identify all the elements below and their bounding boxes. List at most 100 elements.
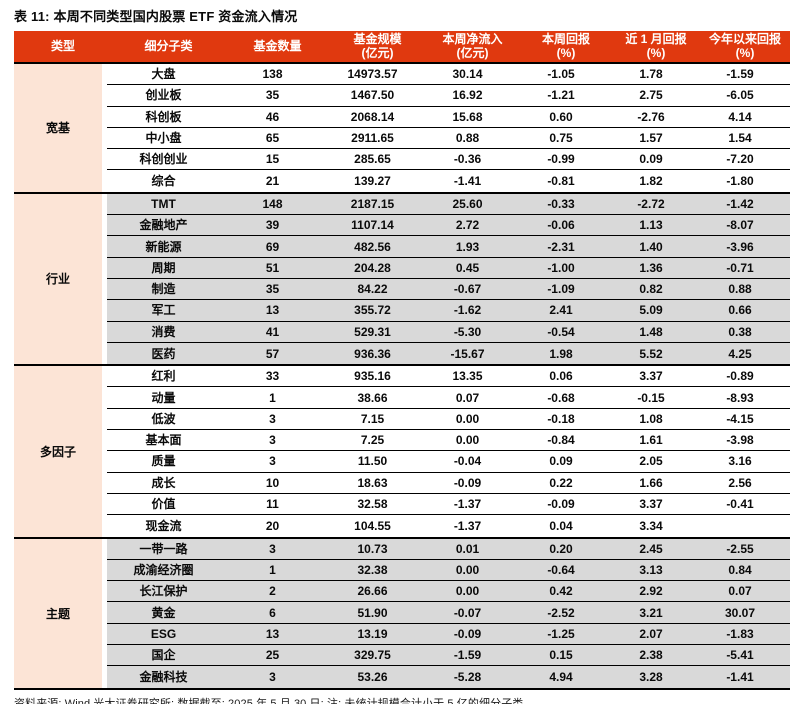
value-cell: -0.15 [637,390,665,405]
value-cell: 1 [269,390,276,405]
column-header-7: 今年以来回报 (%) [708,31,781,60]
value-cell: 0.06 [549,369,573,384]
value-cell: 0.45 [455,260,480,275]
table-row: 现金流 20 104.55 -1.37 0.04 3.34 [107,515,790,536]
column-header-1: 细分子类 [144,38,193,53]
value-cell: 16.92 [452,88,483,103]
value-cell: -8.93 [726,390,754,405]
subcategory-cell: 创业板 [145,88,182,103]
subcategory-cell: 低波 [151,411,176,426]
subcategory-cell: 周期 [151,260,176,275]
subcategory-cell: 一带一路 [139,541,188,556]
value-cell: 0.01 [455,541,480,556]
value-cell: 0.75 [549,131,573,146]
value-cell: -3.98 [726,433,754,448]
section-0: 宽基 大盘 138 14973.57 30.14 -1.05 1.78 -1.59 创业板 35 1… [14,64,790,194]
value-cell: 2 [269,584,276,599]
value-cell: -0.67 [453,282,482,297]
value-cell: -1.62 [453,303,482,318]
value-cell: 41 [265,324,280,339]
value-cell: 2.92 [639,584,663,599]
value-cell: -2.72 [637,196,665,211]
value-cell: 1107.14 [351,218,394,233]
section-1: 行业 TMT 148 2187.15 25.60 -0.33 -2.72 -1.42 金融地产 3… [14,193,790,367]
column-header-2: 基金数量 [253,38,302,53]
value-cell: -6.05 [726,88,754,103]
type-cell: 行业 [14,193,107,365]
value-cell: -0.09 [453,475,482,490]
value-cell: -0.68 [547,390,575,405]
subcategory-cell: 成长 [151,475,176,490]
value-cell: 529.31 [354,324,391,339]
value-cell: -0.89 [726,369,754,384]
value-cell: 3.37 [639,369,663,384]
table-row: 金融地产 39 1107.14 2.72 -0.06 1.13 -8.07 [107,215,790,237]
value-cell: 3 [269,669,276,684]
value-cell: 1 [269,562,276,577]
table-row: 质量 3 11.50 -0.04 0.09 2.05 3.16 [107,451,790,473]
value-cell: -0.54 [547,324,575,339]
value-cell: 3.13 [639,562,663,577]
subcategory-cell: 成渝经济圈 [133,562,194,577]
value-cell: 3 [269,454,276,469]
value-cell: 0.66 [728,303,752,318]
value-cell: 3.28 [639,669,663,684]
table-header-row: 类型 细分子类 基金数量 基金规模 (亿元) 本周净流入 (亿元) 本周回报 (%) 近 1… [14,31,790,64]
value-cell: 482.56 [354,239,391,254]
value-cell: 4.25 [728,346,752,361]
section-rows: 一带一路 3 10.73 0.01 0.20 2.45 -2.55 成渝经济圈 1 32.38 0.… [107,538,790,688]
value-cell: -2.76 [637,109,665,124]
value-cell: -1.37 [453,497,482,512]
value-cell: 51 [265,260,280,275]
value-cell: 329.75 [354,648,391,663]
table-row: 基本面 3 7.25 0.00 -0.84 1.61 -3.98 [107,430,790,452]
value-cell: 0.07 [728,584,752,599]
value-cell: 10 [265,475,280,490]
value-cell: -1.21 [547,88,575,103]
value-cell: -0.41 [726,497,754,512]
value-cell: 15 [265,152,280,167]
value-cell: 1.13 [639,218,663,233]
value-cell: 5.09 [639,303,663,318]
value-cell: 33 [265,369,280,384]
value-cell: 35 [265,88,280,103]
value-cell: -4.15 [726,411,754,426]
subcategory-cell: 军工 [151,303,176,318]
value-cell: -2.55 [726,541,754,556]
value-cell: 0.09 [549,454,573,469]
table-row: 科创创业 15 285.65 -0.36 -0.99 0.09 -7.20 [107,149,790,171]
value-cell: -8.07 [726,218,754,233]
value-cell: -1.42 [726,196,754,211]
value-cell: 2.05 [639,454,663,469]
value-cell: 0.22 [549,475,573,490]
value-cell: 0.07 [455,390,480,405]
value-cell: 1.66 [639,475,663,490]
value-cell: 6 [269,605,276,620]
value-cell: -5.30 [453,324,482,339]
subcategory-cell: 红利 [151,369,176,384]
subcategory-cell: 现金流 [145,518,182,533]
section-rows: 大盘 138 14973.57 30.14 -1.05 1.78 -1.59 创业板 35 146… [107,64,790,192]
value-cell: 1.54 [728,131,752,146]
subcategory-cell: TMT [151,196,176,211]
value-cell: 139.27 [354,174,391,189]
value-cell: 20 [265,518,280,533]
subcategory-cell: 科创创业 [139,152,188,167]
column-header-4: 本周净流入 (亿元) [442,31,503,60]
subcategory-cell: 医药 [151,346,176,361]
source-note: 资料来源: Wind,光大证券研究所; 数据截至: 2025 年 5 月 30 … [14,697,524,704]
section-2: 多因子 红利 33 935.16 13.35 0.06 3.37 -0.89 动量 1 38.66 0… [14,366,790,539]
value-cell: 0.38 [728,324,752,339]
value-cell: 355.72 [354,303,391,318]
table-row: ESG 13 13.19 -0.09 -1.25 2.07 -1.83 [107,624,790,646]
value-cell: -1.09 [547,282,575,297]
subcategory-cell: 新能源 [145,239,182,254]
value-cell: -1.59 [453,648,482,663]
table-title: 表 11: 本周不同类型国内股票 ETF 资金流入情况 [14,9,298,24]
value-cell: 2187.15 [350,196,395,211]
subcategory-cell: 动量 [151,390,176,405]
subcategory-cell: 金融地产 [139,218,188,233]
value-cell: 1.40 [639,239,663,254]
